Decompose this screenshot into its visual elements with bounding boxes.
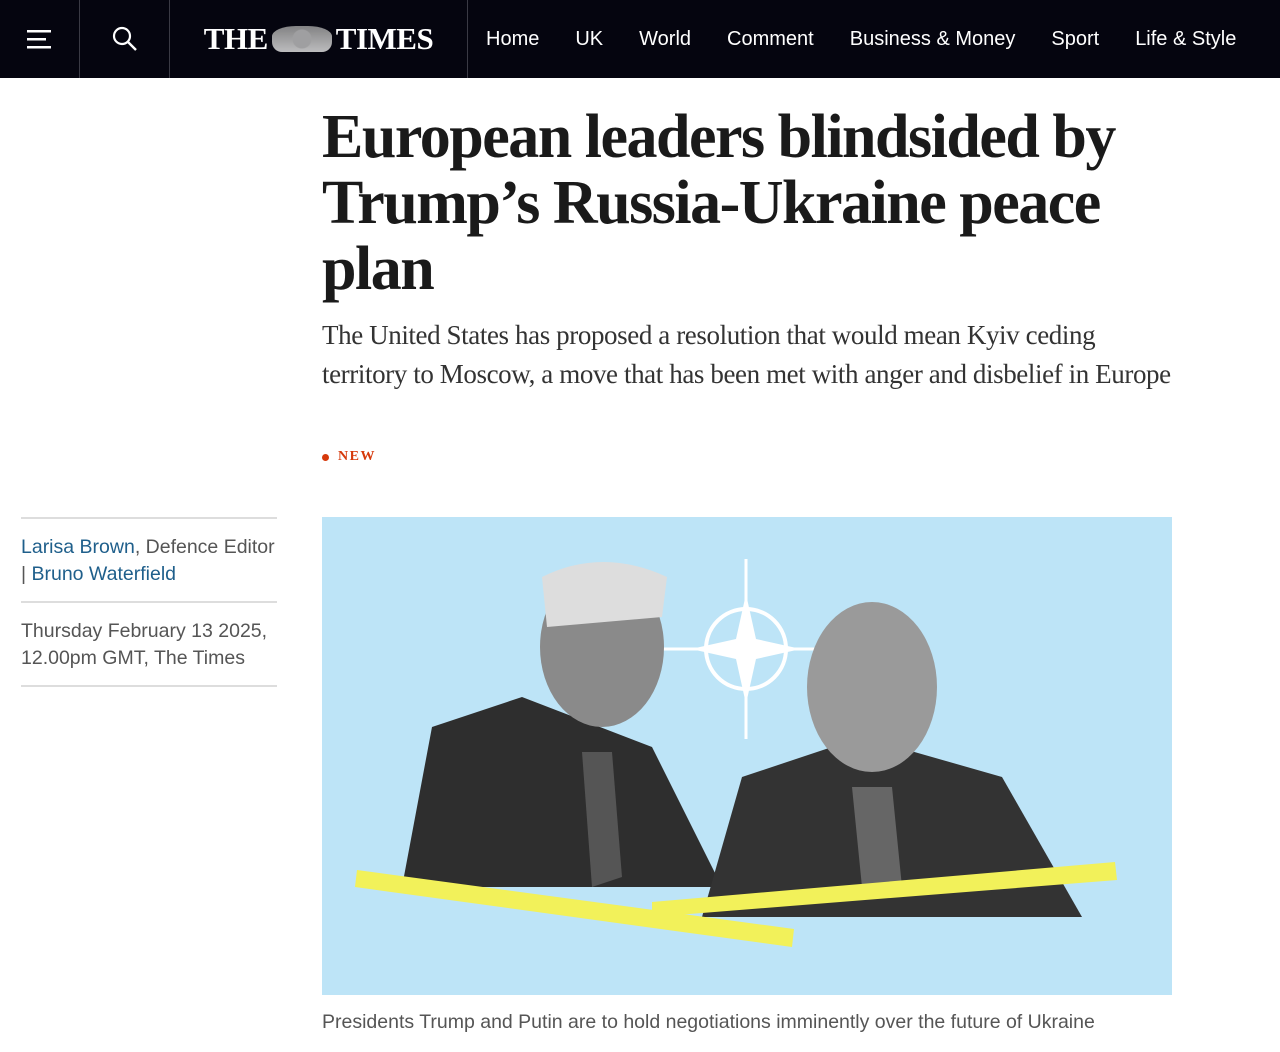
nav-life-style[interactable]: Life & Style [1135,27,1237,50]
author-role: , Defence Editor | [21,536,275,585]
nav-uk[interactable]: UK [575,27,604,50]
divider [21,601,277,603]
nav-world[interactable]: World [639,27,692,50]
nav-business-money[interactable]: Business & Money [849,27,1016,50]
standfirst: The United States has proposed a resolut… [322,320,1171,389]
putin-figure [702,602,1082,917]
nav-sport[interactable]: Sport [1051,27,1100,50]
logo-the: THE [203,21,268,56]
new-badge: NEW [322,449,376,465]
divider [21,517,277,519]
nato-star-icon [656,559,836,739]
image-caption: Presidents Trump and Putin are to hold n… [322,1011,1095,1033]
yellow-stripe [355,870,794,947]
nav-comment[interactable]: Comment [727,27,814,50]
hamburger-icon [26,30,51,49]
byline: Larisa Brown, Defence Editor | Bruno Wat… [21,534,277,588]
yellow-stripe [652,862,1117,917]
trump-figure [402,562,722,887]
author-link-larisa-brown[interactable]: Larisa Brown [21,536,135,558]
author-link-bruno-waterfield[interactable]: Bruno Waterfield [31,563,176,585]
menu-button[interactable] [0,0,80,78]
publish-date: Thursday February 13 2025, 12.00pm GMT, … [21,620,268,669]
dot-icon [322,453,329,461]
search-button[interactable] [80,0,170,78]
search-icon [112,26,137,51]
nav-home[interactable]: Home [486,27,540,50]
divider [21,685,277,687]
royal-crest-icon [271,26,332,52]
section-links: Home UK World Comment Business & Money S… [468,0,1254,78]
times-logo[interactable]: THE TIMES [170,0,468,78]
article-image[interactable] [322,517,1172,995]
headline: European leaders blindsided by Trump’s R… [322,103,1116,303]
top-nav: THE TIMES Home UK World Comment Business … [0,0,1280,78]
trump-putin-illustration [355,559,1117,947]
logo-times: TIMES [335,21,434,56]
new-label: NEW [338,449,376,464]
